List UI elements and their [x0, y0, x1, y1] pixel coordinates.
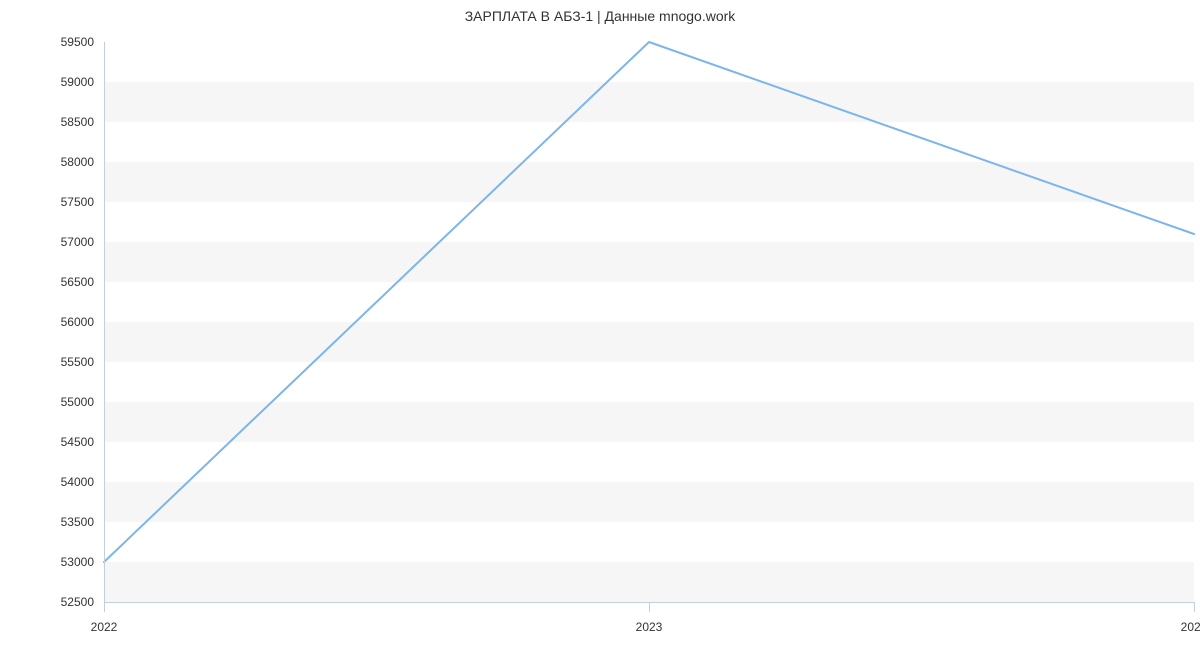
y-tick-label: 58000 — [14, 155, 94, 169]
y-tick-label: 58500 — [14, 115, 94, 129]
y-tick-label: 55500 — [14, 355, 94, 369]
y-tick-label: 56500 — [14, 275, 94, 289]
x-tick-mark — [649, 602, 650, 612]
x-tick-mark — [104, 602, 105, 612]
y-tick-label: 59500 — [14, 35, 94, 49]
y-tick-label: 59000 — [14, 75, 94, 89]
y-tick-label: 53500 — [14, 515, 94, 529]
x-tick-label: 2022 — [91, 620, 118, 634]
salary-line-chart: ЗАРПЛАТА В АБЗ-1 | Данные mnogo.work 525… — [0, 0, 1200, 650]
series-line-salary — [104, 42, 1194, 562]
y-tick-label: 54000 — [14, 475, 94, 489]
x-tick-label: 2023 — [636, 620, 663, 634]
line-layer — [104, 42, 1194, 602]
y-tick-label: 56000 — [14, 315, 94, 329]
y-tick-label: 57000 — [14, 235, 94, 249]
plot-area: 5250053000535005400054500550005550056000… — [104, 42, 1194, 602]
y-axis-line — [104, 42, 105, 602]
y-tick-label: 53000 — [14, 555, 94, 569]
y-tick-label: 57500 — [14, 195, 94, 209]
chart-title: ЗАРПЛАТА В АБЗ-1 | Данные mnogo.work — [0, 8, 1200, 24]
y-tick-label: 54500 — [14, 435, 94, 449]
y-tick-label: 52500 — [14, 595, 94, 609]
y-tick-label: 55000 — [14, 395, 94, 409]
x-tick-label: 2024 — [1181, 620, 1200, 634]
x-tick-mark — [1194, 602, 1195, 612]
